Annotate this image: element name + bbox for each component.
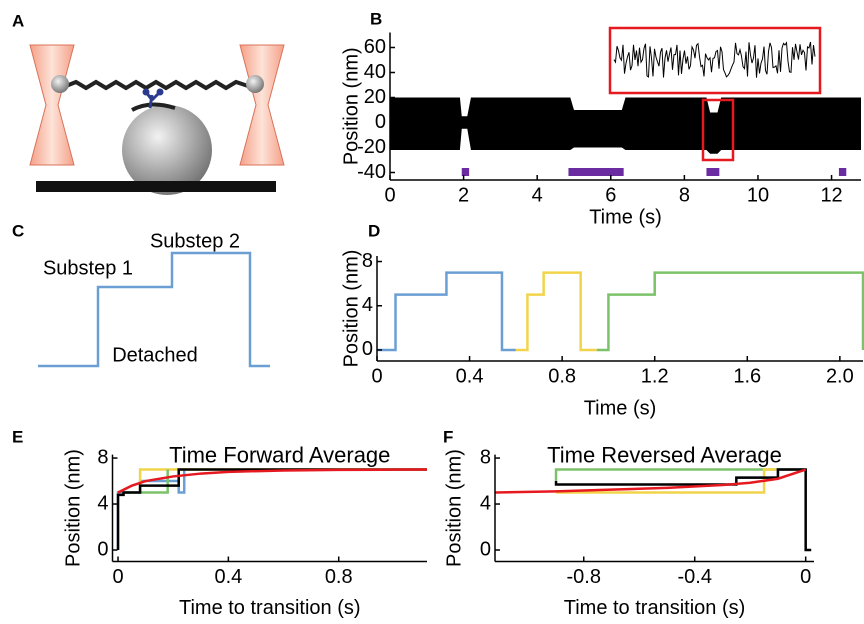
x-tick-label: 0: [800, 566, 811, 588]
y-tick-label: -20: [357, 136, 386, 158]
x-tick-label: -0.8: [567, 566, 601, 588]
y-tick-label: 0: [375, 111, 386, 133]
inset-trace: [613, 41, 816, 78]
x-tick-label: 10: [747, 184, 769, 206]
x-tick-label: 2.0: [826, 365, 854, 387]
y-axis-label: Position (nm): [340, 47, 362, 165]
trace-line: [494, 468, 807, 494]
y-tick-label: 0: [480, 538, 491, 560]
chart-title: Time Reversed Average: [547, 442, 782, 467]
bead: [51, 75, 69, 93]
x-tick-label: 0.8: [548, 365, 576, 387]
panel-label: D: [368, 221, 380, 240]
y-tick-label: 40: [364, 61, 386, 83]
y-tick-label: 4: [480, 492, 491, 514]
x-tick-label: 1.6: [733, 365, 761, 387]
chart-title: Time Forward Average: [169, 442, 390, 467]
y-tick-label: 8: [480, 446, 491, 468]
event-bar: [461, 168, 470, 176]
x-tick-label: 0: [371, 365, 382, 387]
trace-line: [377, 271, 516, 352]
event-bar: [838, 168, 847, 176]
x-tick-label: 12: [820, 184, 842, 206]
x-axis-label: Time (s): [589, 206, 662, 228]
chart-panel: 0 0.4 0.8 0 4 8 Position (nm) Time to transitio…: [62, 442, 428, 619]
y-axis-label: Position (nm): [62, 449, 84, 567]
step-schematic: [38, 251, 270, 368]
y-tick-label: 4: [97, 492, 108, 514]
panel-label: F: [443, 427, 453, 446]
x-tick-label: 0.4: [214, 566, 242, 588]
panel-label: E: [12, 427, 23, 446]
y-tick-label: 4: [362, 294, 373, 316]
optical-trap: [239, 44, 285, 166]
panel-label: B: [370, 9, 382, 28]
substep-diagram: Substep 2 Substep 1 Detached: [38, 230, 270, 368]
trace-line: [596, 271, 864, 352]
trace-line: [515, 271, 597, 352]
y-tick-label: 8: [97, 446, 108, 468]
x-tick-label: 0.8: [325, 566, 353, 588]
inset-box: [608, 26, 822, 95]
x-tick-label: 0: [112, 566, 123, 588]
panel-label: C: [12, 221, 24, 240]
y-tick-label: 0: [362, 338, 373, 360]
diagram-label: Detached: [112, 344, 198, 366]
y-tick-label: 8: [362, 250, 373, 272]
x-tick-label: 0: [384, 184, 395, 206]
x-tick-label: 0.4: [456, 365, 484, 387]
trace-line: [117, 468, 428, 494]
x-tick-label: -0.4: [677, 566, 711, 588]
diagram-label: Substep 2: [150, 230, 240, 252]
optical-trap: [29, 44, 75, 166]
myosin-head: [156, 88, 164, 96]
event-bar: [568, 168, 624, 176]
diagram-label: Substep 1: [43, 257, 133, 279]
y-axis-label: Position (nm): [443, 449, 465, 567]
zoom-region: [701, 98, 735, 162]
y-tick-label: -40: [357, 161, 386, 183]
noise-trace: [390, 97, 861, 154]
bead: [246, 75, 264, 93]
y-tick-label: 0: [97, 538, 108, 560]
x-tick-label: 8: [679, 184, 690, 206]
actin-filament: [65, 79, 249, 91]
chart-panel: -0.8 -0.4 0 0 4 8 Position (nm) Time to transit…: [443, 442, 814, 619]
event-bar: [706, 168, 720, 176]
myosin-head: [142, 88, 150, 96]
x-axis-label: Time to transition (s): [564, 597, 746, 619]
panel-label: A: [12, 11, 24, 30]
x-tick-label: 4: [532, 184, 543, 206]
trace-line: [554, 468, 812, 552]
setup-diagram: [29, 44, 285, 195]
x-tick-label: 6: [605, 184, 616, 206]
x-tick-label: 1.2: [641, 365, 669, 387]
trace-line: [116, 469, 186, 551]
x-axis-label: Time (s): [584, 397, 657, 419]
y-tick-label: 20: [364, 86, 386, 108]
x-axis-label: Time to transition (s): [179, 597, 361, 619]
surface: [36, 181, 276, 192]
y-tick-label: 60: [364, 36, 386, 58]
pedestal-sphere: [122, 105, 212, 195]
y-axis-label: Position (nm): [340, 250, 362, 368]
x-tick-label: 2: [458, 184, 469, 206]
